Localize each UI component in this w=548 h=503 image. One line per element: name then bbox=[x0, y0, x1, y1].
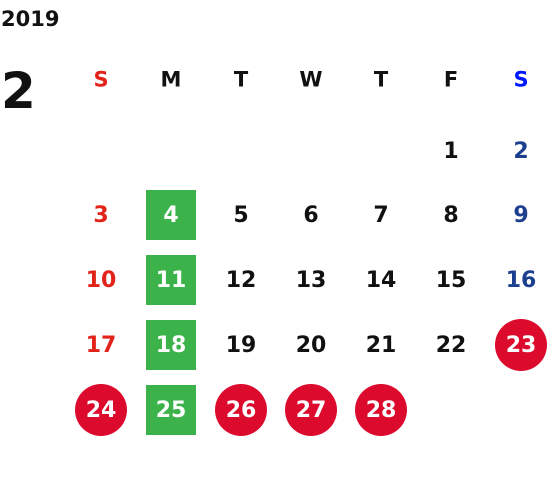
weekday-header: F bbox=[443, 67, 459, 92]
weekday-header: S bbox=[93, 67, 109, 92]
day: 3 bbox=[93, 202, 109, 228]
day-circled: 23 bbox=[495, 319, 547, 371]
day-circled: 28 bbox=[355, 384, 407, 436]
day: 12 bbox=[225, 267, 257, 293]
day: 2 bbox=[513, 138, 529, 164]
day-circled: 27 bbox=[285, 384, 337, 436]
day: 20 bbox=[295, 332, 327, 358]
day-boxed: 18 bbox=[146, 320, 196, 370]
day: 8 bbox=[443, 202, 459, 228]
day-boxed: 11 bbox=[146, 255, 196, 305]
day-circled: 24 bbox=[75, 384, 127, 436]
day: 15 bbox=[435, 267, 467, 293]
weekday-header: S bbox=[513, 67, 529, 92]
day-boxed: 4 bbox=[146, 190, 196, 240]
day: 19 bbox=[225, 332, 257, 358]
weekday-header: W bbox=[299, 67, 323, 92]
weekday-header: T bbox=[233, 67, 249, 92]
day: 16 bbox=[505, 267, 537, 293]
day: 13 bbox=[295, 267, 327, 293]
day-boxed: 25 bbox=[146, 385, 196, 435]
day: 5 bbox=[233, 202, 249, 228]
weekday-header: T bbox=[373, 67, 389, 92]
year: 2019 bbox=[1, 7, 60, 31]
day: 9 bbox=[513, 202, 529, 228]
weekday-header: M bbox=[160, 67, 182, 92]
day: 21 bbox=[365, 332, 397, 358]
day: 6 bbox=[303, 202, 319, 228]
month: 2 bbox=[1, 62, 36, 120]
day: 1 bbox=[443, 138, 459, 164]
day: 7 bbox=[373, 202, 389, 228]
day: 10 bbox=[85, 267, 117, 293]
day: 22 bbox=[435, 332, 467, 358]
day: 17 bbox=[85, 332, 117, 358]
day-circled: 26 bbox=[215, 384, 267, 436]
day: 14 bbox=[365, 267, 397, 293]
